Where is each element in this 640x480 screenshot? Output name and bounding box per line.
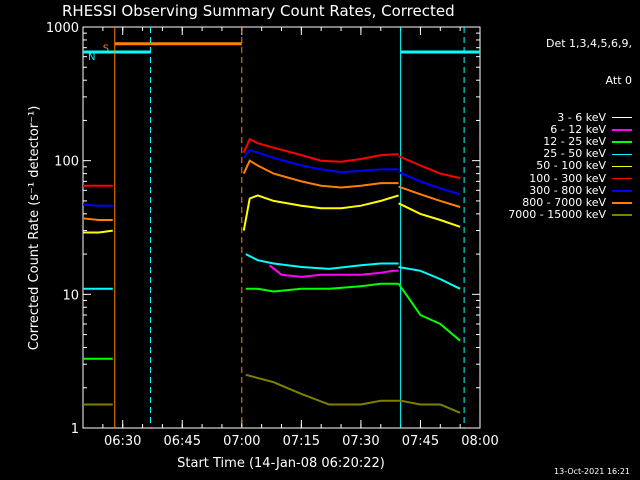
- legend-entry: 800 - 7000 keV: [508, 195, 632, 209]
- x-tick-label: 08:00: [461, 434, 498, 449]
- legend-entry: 25 - 50 keV: [508, 147, 632, 161]
- legend-swatch: [612, 116, 632, 119]
- series-line: [242, 137, 399, 163]
- series-line: [268, 264, 399, 278]
- legend-label: 300 - 800 keV: [529, 183, 606, 197]
- series-line: [245, 323, 387, 357]
- legend-swatch: [612, 190, 632, 192]
- legend-swatch: [612, 165, 632, 168]
- legend-label: 25 - 50 keV: [543, 147, 606, 161]
- series-line: [82, 217, 113, 221]
- y-tick-labels: 1 10 100 1000: [46, 21, 79, 437]
- legend-entry: 3 - 6 keV: [508, 110, 632, 124]
- y-tick-label: 100: [54, 155, 79, 170]
- x-axis-label: Start Time (14-Jan-08 06:20:22): [177, 456, 385, 471]
- series-line: [83, 229, 113, 234]
- legend-label: 12 - 25 keV: [543, 134, 606, 148]
- state-annotations: SN: [83, 27, 480, 428]
- x-tick-label: 07:00: [223, 434, 260, 449]
- series-line: [242, 194, 399, 231]
- series-line: [245, 282, 399, 293]
- legend-label: 6 - 12 keV: [550, 122, 606, 136]
- legend-entry: 7000 - 15000 keV: [508, 208, 632, 222]
- legend-entry: 12 - 25 keV: [508, 134, 632, 148]
- y-tick-label: 1000: [46, 21, 79, 36]
- x-tick-label: 07:15: [283, 434, 320, 449]
- y-axis-label: Corrected Count Rate (s⁻¹ detector⁻¹): [27, 106, 42, 351]
- series-line: [398, 202, 461, 228]
- legend-label: 3 - 6 keV: [557, 110, 606, 124]
- x-tick-labels: 06:30 06:45 07:00 07:15 07:30 07:45 08:00: [104, 434, 499, 449]
- series-line: [243, 148, 399, 174]
- series-line: [398, 185, 461, 208]
- legend-header: Det 1,3,4,5,6,9,: [545, 37, 632, 51]
- legend-entry: 50 - 100 keV: [508, 160, 632, 172]
- plot-frame: [82, 26, 481, 429]
- series-line: [397, 283, 461, 342]
- series-line: [398, 155, 461, 180]
- series-line: [242, 159, 399, 189]
- series-lines: [82, 137, 461, 414]
- chart-title: RHESSI Observing Summary Count Rates, Co…: [62, 2, 455, 20]
- legend-swatch: [612, 141, 632, 143]
- x-tick-label: 07:45: [402, 434, 439, 449]
- state-bar-label: S: [103, 44, 109, 55]
- state-bar-label: N: [88, 52, 95, 63]
- tick-marks: [82, 27, 481, 429]
- legend-swatch: [612, 153, 632, 155]
- series-line: [398, 266, 461, 290]
- legend-entry: 300 - 800 keV: [508, 183, 632, 197]
- legend-label: 50 - 100 keV: [536, 159, 606, 173]
- x-tick-label: 06:30: [104, 434, 141, 449]
- legend-entry: 6 - 12 keV: [508, 122, 632, 136]
- legend-swatch: [612, 129, 632, 131]
- y-tick-label: 10: [62, 288, 79, 303]
- legend-label: 100 - 300 keV: [529, 171, 606, 185]
- legend-entry: 100 - 300 keV: [508, 171, 632, 185]
- series-line: [398, 171, 461, 196]
- legend-header: Att 0: [605, 74, 632, 87]
- x-tick-label: 06:45: [164, 434, 201, 449]
- series-line: [245, 373, 461, 414]
- legend: Det 1,3,4,5,6,9, Att 0 3 - 6 keV 6 - 12 k…: [508, 14, 632, 233]
- legend-swatch: [612, 202, 632, 204]
- y-tick-label: 1: [71, 422, 79, 437]
- legend-label: 7000 - 15000 keV: [508, 208, 606, 222]
- legend-swatch: [612, 177, 632, 180]
- x-tick-label: 07:30: [342, 434, 379, 449]
- series-line: [82, 203, 113, 207]
- footer-timestamp: 13-Oct-2021 16:21: [554, 467, 630, 476]
- legend-swatch: [612, 214, 632, 216]
- series-line: [245, 253, 399, 270]
- legend-label: 800 - 7000 keV: [522, 195, 606, 209]
